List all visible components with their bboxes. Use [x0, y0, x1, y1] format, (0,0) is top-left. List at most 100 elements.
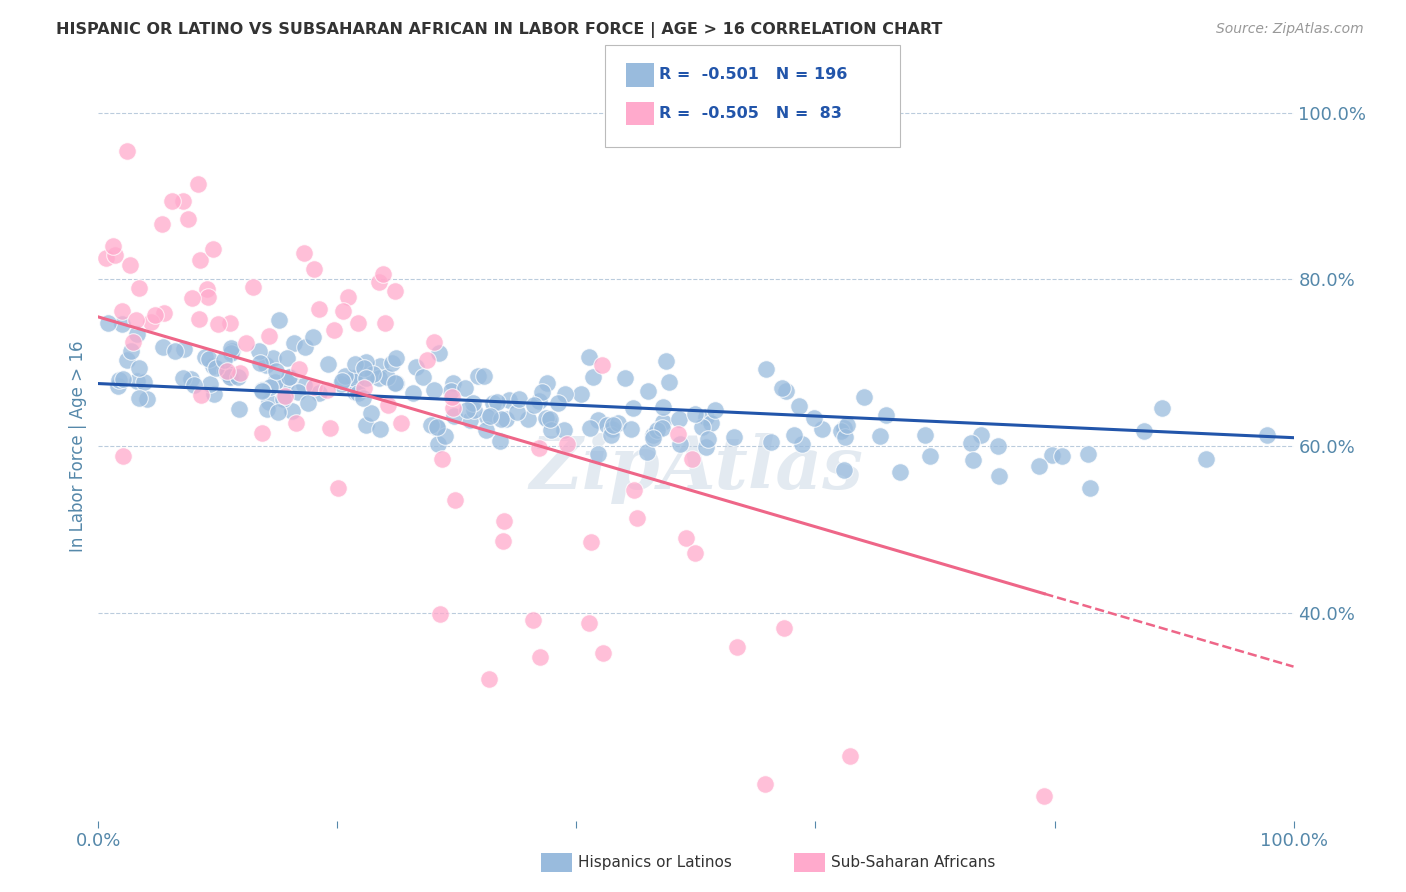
- Point: [247, 344, 270, 359]
- Point: [522, 399, 544, 413]
- Point: [426, 419, 449, 434]
- Point: [128, 391, 150, 405]
- Point: [1033, 789, 1056, 803]
- Point: [695, 440, 717, 454]
- Point: [1077, 447, 1099, 461]
- Point: [308, 302, 330, 317]
- Point: [554, 387, 576, 401]
- Point: [353, 381, 375, 395]
- Point: [302, 262, 325, 277]
- Text: R =  -0.505   N =  83: R = -0.505 N = 83: [659, 106, 842, 120]
- Point: [869, 429, 891, 443]
- Point: [354, 370, 377, 384]
- Text: HISPANIC OR LATINO VS SUBSAHARAN AFRICAN IN LABOR FORCE | AGE > 16 CORRELATION C: HISPANIC OR LATINO VS SUBSAHARAN AFRICAN…: [56, 22, 942, 38]
- Point: [637, 384, 659, 399]
- Point: [441, 401, 464, 416]
- Point: [336, 290, 359, 304]
- Point: [269, 313, 291, 327]
- Point: [432, 451, 454, 466]
- Point: [112, 450, 135, 464]
- Point: [588, 413, 610, 427]
- Point: [461, 396, 484, 410]
- Point: [257, 329, 280, 343]
- Point: [278, 370, 301, 384]
- Point: [252, 383, 274, 397]
- Point: [1152, 401, 1174, 415]
- Point: [479, 409, 502, 423]
- Point: [472, 369, 495, 384]
- Point: [373, 268, 395, 282]
- Point: [385, 351, 408, 366]
- Point: [987, 439, 1010, 453]
- Point: [212, 353, 235, 368]
- Point: [427, 437, 450, 451]
- Point: [467, 369, 489, 384]
- Point: [623, 483, 645, 498]
- Point: [136, 392, 159, 406]
- Point: [458, 413, 481, 427]
- Point: [681, 452, 703, 467]
- Point: [181, 291, 204, 305]
- Point: [259, 380, 281, 394]
- Point: [527, 394, 550, 409]
- Point: [281, 403, 304, 417]
- Point: [250, 426, 273, 441]
- Point: [658, 375, 681, 389]
- Point: [183, 377, 205, 392]
- Point: [344, 357, 367, 371]
- Point: [1040, 448, 1063, 462]
- Point: [582, 370, 605, 384]
- Point: [1050, 449, 1073, 463]
- Point: [988, 469, 1011, 483]
- Point: [375, 369, 398, 384]
- Point: [128, 360, 150, 375]
- Point: [120, 258, 142, 272]
- Point: [221, 343, 243, 358]
- Point: [197, 290, 219, 304]
- Point: [1028, 458, 1050, 473]
- Point: [477, 409, 499, 424]
- Point: [180, 372, 202, 386]
- Point: [537, 412, 560, 426]
- Point: [529, 650, 551, 665]
- Point: [412, 370, 434, 384]
- Point: [920, 449, 942, 463]
- Point: [104, 248, 127, 262]
- Point: [219, 369, 242, 384]
- Point: [111, 371, 134, 385]
- Point: [426, 421, 449, 435]
- Point: [201, 242, 224, 256]
- Point: [696, 432, 718, 446]
- Point: [278, 369, 301, 384]
- Point: [330, 374, 353, 388]
- Point: [530, 384, 553, 399]
- Point: [569, 386, 592, 401]
- Point: [257, 395, 280, 409]
- Point: [1080, 481, 1102, 495]
- Point: [346, 316, 368, 330]
- Point: [323, 323, 346, 337]
- Text: ZipAtlas: ZipAtlas: [529, 433, 863, 504]
- Point: [700, 416, 723, 430]
- Point: [695, 409, 717, 424]
- Point: [835, 418, 858, 433]
- Point: [482, 396, 505, 410]
- Point: [188, 312, 211, 326]
- Point: [607, 417, 630, 431]
- Point: [592, 646, 614, 660]
- Point: [97, 316, 120, 330]
- Point: [165, 344, 187, 359]
- Point: [143, 308, 166, 322]
- Point: [755, 361, 778, 376]
- Point: [669, 437, 692, 451]
- Point: [101, 239, 124, 253]
- Point: [433, 429, 456, 443]
- Point: [600, 422, 623, 436]
- Point: [292, 245, 315, 260]
- Point: [441, 376, 464, 391]
- Point: [838, 748, 860, 763]
- Point: [914, 428, 936, 442]
- Point: [810, 422, 832, 436]
- Point: [475, 423, 498, 437]
- Point: [423, 335, 446, 350]
